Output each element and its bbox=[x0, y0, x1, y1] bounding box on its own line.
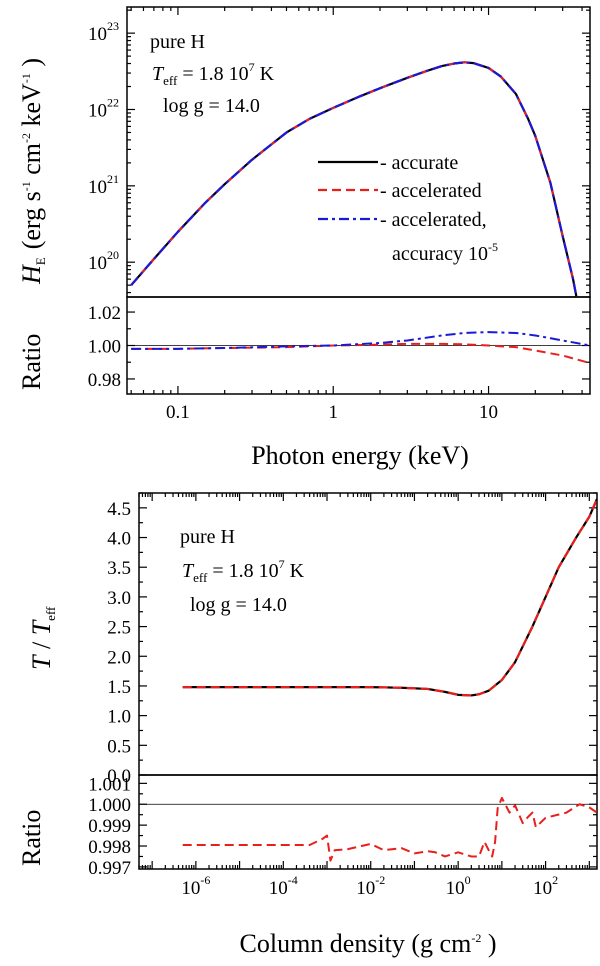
y-tick-label: 0.999 bbox=[88, 816, 131, 837]
x-tick-label: 1 bbox=[328, 402, 338, 423]
y-tick-label: 3.0 bbox=[107, 588, 131, 609]
bottom-ratio-axes-frame bbox=[138, 774, 598, 870]
x-tick-label: 10-4 bbox=[269, 873, 298, 899]
bottom-ratio-ylabel: Ratio bbox=[17, 810, 46, 866]
x-tick-label: 10-2 bbox=[356, 873, 385, 899]
legend-label-accuracy: accuracy 10-5 bbox=[392, 240, 498, 265]
bottom-annotation-model: pure H bbox=[180, 526, 235, 548]
y-tick-label: 0.5 bbox=[107, 736, 131, 757]
top-ratio-ylabel: Ratio bbox=[17, 334, 46, 390]
y-tick-label: 1.000 bbox=[88, 795, 131, 816]
y-tick-label: 1.001 bbox=[88, 774, 131, 795]
bottom-annotation-teff: Teff = 1.8 107 K bbox=[182, 557, 305, 585]
x-tick-label: 0.1 bbox=[166, 402, 190, 423]
y-tick-label: 0.98 bbox=[88, 370, 121, 391]
y-tick-label: 1.02 bbox=[88, 303, 121, 324]
y-tick-label: 4.5 bbox=[107, 499, 131, 520]
top-annotation-logg: log g = 14.0 bbox=[163, 95, 260, 117]
legend-label-accelerated: - accelerated bbox=[380, 180, 482, 202]
bottom-ratio-series-accelerated bbox=[182, 796, 597, 862]
y-tick-label: 1020 bbox=[88, 248, 119, 274]
bottom-annotation-logg: log g = 14.0 bbox=[190, 594, 287, 616]
legend-label-accelerated-tol: - accelerated, bbox=[380, 209, 487, 231]
y-tick-label: 1.00 bbox=[88, 337, 121, 358]
y-tick-label: 3.5 bbox=[107, 558, 131, 579]
top-xlabel: Photon energy (keV) bbox=[251, 441, 469, 470]
y-tick-label: 1022 bbox=[88, 95, 119, 121]
legend-label-accurate: - accurate bbox=[380, 152, 458, 174]
y-tick-label: 1021 bbox=[88, 172, 119, 198]
top-ratio-series-accelerated-accuracy-10-5 bbox=[131, 331, 590, 350]
top-annotation-teff: Teff = 1.8 107 K bbox=[152, 60, 275, 88]
x-tick-label: 102 bbox=[533, 873, 558, 899]
y-tick-label: 1.0 bbox=[107, 707, 131, 728]
y-tick-label: 4.0 bbox=[107, 529, 131, 550]
top-main-ylabel: HE(erg s-1 cm-2 keV-1 ) bbox=[17, 58, 48, 285]
top-main-series-accelerated-accuracy-10-5 bbox=[130, 61, 578, 297]
y-tick-label: 0.997 bbox=[88, 858, 131, 879]
x-tick-label: 10 bbox=[479, 402, 498, 423]
top-annotation-model: pure H bbox=[150, 31, 205, 53]
y-tick-label: 2.0 bbox=[107, 647, 131, 668]
x-tick-label: 10-6 bbox=[181, 873, 210, 899]
y-tick-label: 1023 bbox=[88, 19, 119, 45]
x-tick-label: 100 bbox=[446, 873, 471, 899]
bottom-xlabel: Column density (g cm-2 ) bbox=[240, 929, 497, 958]
y-tick-label: 0.0 bbox=[107, 766, 131, 787]
top-ratio-series-accelerated bbox=[131, 342, 590, 365]
y-tick-label: 2.5 bbox=[107, 618, 131, 639]
y-tick-label: 1.5 bbox=[107, 677, 131, 698]
bottom-main-series-accelerated bbox=[182, 498, 597, 697]
bottom-main-ylabel: T / Teff bbox=[27, 606, 58, 670]
y-tick-label: 0.998 bbox=[88, 837, 131, 858]
